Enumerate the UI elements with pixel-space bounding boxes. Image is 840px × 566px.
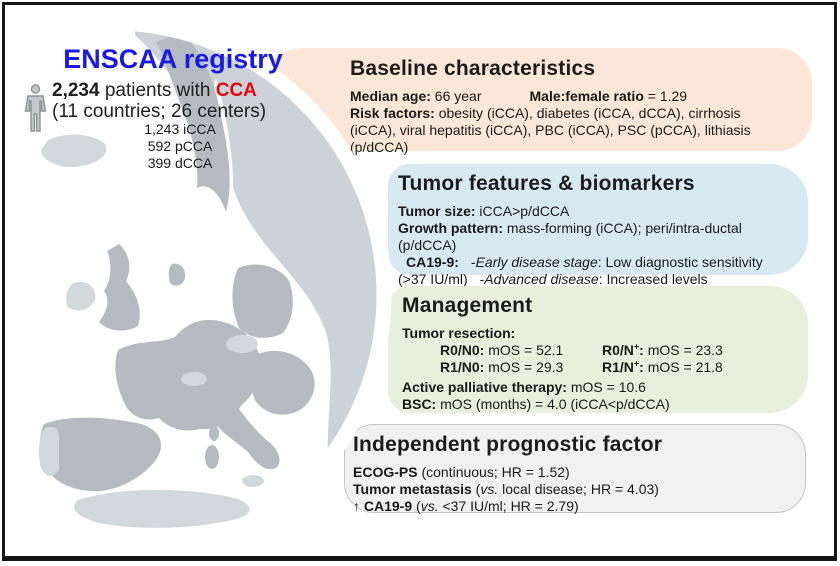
palliative-label: Active palliative therapy: bbox=[402, 379, 567, 395]
panel-management-title: Management bbox=[402, 294, 533, 317]
ca199-prognostic-label: CA19-9 bbox=[363, 498, 413, 514]
r1n0-value: mOS = 29.3 bbox=[484, 359, 564, 375]
median-age-label: Median age: bbox=[350, 88, 431, 104]
panel-prognostic-title: Independent prognostic factor bbox=[353, 433, 663, 456]
panel-tumor-features: Tumor features & biomarkers Tumor size: … bbox=[388, 164, 808, 287]
ca199-prognostic-value: <37 IU/ml; HR = 2.79) bbox=[438, 498, 579, 514]
subtype-counts: 1,243 iCCA 592 pCCA 399 dCCA bbox=[95, 121, 265, 172]
dash: - bbox=[470, 254, 476, 270]
ca199-label: CA19-9: bbox=[406, 254, 459, 270]
icca-count: 1,243 iCCA bbox=[144, 121, 216, 137]
cca-red-label: CCA bbox=[215, 80, 257, 101]
panel-management: Management Tumor resection: R0/N0: mOS =… bbox=[388, 286, 808, 413]
vs-italic: vs. bbox=[420, 498, 439, 514]
colon: : bbox=[639, 342, 644, 358]
patients-summary: 2,234 patients with CCA (11 countries; 2… bbox=[52, 80, 266, 122]
dash: - bbox=[479, 271, 485, 287]
r0n0-label: R0/N0: bbox=[440, 342, 485, 358]
dcca-count: 399 dCCA bbox=[147, 155, 213, 171]
growth-pattern-value: mass-forming (iCCA); peri/intra-ductal (… bbox=[398, 220, 742, 253]
ecog-value: (continuous; HR = 1.52) bbox=[417, 464, 570, 480]
panel-tumor-title: Tumor features & biomarkers bbox=[398, 172, 695, 195]
sex-ratio-label: Male:female ratio bbox=[529, 88, 644, 104]
ca199-advanced-line: (>37 IU/ml) - Advanced disease: Increased… bbox=[398, 271, 796, 288]
r1nplus-label: R1/N bbox=[602, 359, 634, 375]
plus-superscript: + bbox=[633, 341, 640, 352]
r1n0-label: R1/N0: bbox=[440, 359, 485, 375]
baseline-risk-factors-line: Risk factors: obesity (iCCA), diabetes (… bbox=[350, 105, 790, 156]
tumor-size-label: Tumor size: bbox=[398, 203, 476, 219]
sex-ratio-value: = 1.29 bbox=[643, 88, 688, 104]
bsc-label: BSC: bbox=[402, 396, 437, 412]
ca199-prognostic-line: ↑ CA19-9 (vs. <37 IU/ml; HR = 2.79) bbox=[353, 498, 579, 514]
ecog-label: ECOG-PS bbox=[353, 464, 418, 480]
r0nplus-value: mOS = 23.3 bbox=[643, 342, 723, 358]
metastasis-label: Tumor metastasis bbox=[353, 481, 472, 497]
palliative-line: Active palliative therapy: mOS = 10.6 bbox=[402, 379, 796, 396]
resection-row-1: R0/N0: mOS = 52.1 R0/N+: mOS = 23.3 bbox=[402, 342, 796, 359]
plus-superscript: + bbox=[633, 358, 640, 369]
metastasis-value: local disease; HR = 4.03) bbox=[498, 481, 659, 497]
resection-row-2: R1/N0: mOS = 29.3 R1/N+: mOS = 21.8 bbox=[402, 359, 796, 376]
palliative-value: mOS = 10.6 bbox=[566, 379, 646, 395]
advanced-disease-value: : Increased levels bbox=[598, 271, 708, 287]
growth-pattern-label: Growth pattern: bbox=[398, 220, 503, 236]
tumor-size-line: Tumor size: iCCA>p/dCCA bbox=[398, 203, 796, 220]
patients-line: 2,234 patients with CCA bbox=[52, 80, 257, 101]
risk-factors-label: Risk factors: bbox=[350, 105, 435, 121]
patients-count: 2,234 bbox=[52, 80, 100, 101]
vs-italic: vs. bbox=[480, 481, 499, 497]
up-arrow-icon: ↑ bbox=[353, 498, 364, 514]
bsc-line: BSC: mOS (months) = 4.0 (iCCA<p/dCCA) bbox=[402, 396, 796, 413]
metastasis-line: Tumor metastasis (vs. local disease; HR … bbox=[353, 481, 659, 497]
patient-icon bbox=[24, 84, 47, 132]
centers-line: (11 countries; 26 centers) bbox=[52, 101, 267, 122]
tumor-resection-label: Tumor resection: bbox=[402, 325, 516, 341]
colon: : bbox=[639, 359, 644, 375]
advanced-disease-label: Advanced disease bbox=[484, 271, 599, 287]
r1nplus-value: mOS = 21.8 bbox=[643, 359, 723, 375]
tumor-resection-line: Tumor resection: bbox=[402, 325, 796, 342]
pcca-count: 592 pCCA bbox=[147, 138, 213, 154]
early-disease-stage-label: Early disease stage bbox=[475, 254, 598, 270]
panel-prognostic-factors: Independent prognostic factor ECOG-PS (c… bbox=[344, 424, 806, 514]
r0n0-value: mOS = 52.1 bbox=[484, 342, 564, 358]
ecog-line: ECOG-PS (continuous; HR = 1.52) bbox=[353, 464, 793, 481]
baseline-demographics-line: Median age: 66 year Male:female ratio = 1… bbox=[350, 88, 790, 105]
r0nplus-label: R0/N bbox=[602, 342, 634, 358]
bsc-value: mOS (months) = 4.0 (iCCA<p/dCCA) bbox=[436, 396, 670, 412]
growth-pattern-line: Growth pattern: mass-forming (iCCA); per… bbox=[398, 220, 796, 254]
ca199-early-line: CA19-9: - Early disease stage: Low diagno… bbox=[398, 254, 796, 271]
early-disease-stage-value: : Low diagnostic sensitivity bbox=[597, 254, 763, 270]
panel-baseline-title: Baseline characteristics bbox=[350, 57, 596, 80]
ca199-threshold: (>37 IU/ml) bbox=[398, 271, 468, 287]
median-age-value: 66 year bbox=[430, 88, 482, 104]
panel-baseline-characteristics: Baseline characteristics Median age: 66 … bbox=[256, 48, 812, 155]
registry-title: ENSCAA registry bbox=[63, 44, 283, 74]
tumor-size-value: iCCA>p/dCCA bbox=[475, 203, 570, 219]
